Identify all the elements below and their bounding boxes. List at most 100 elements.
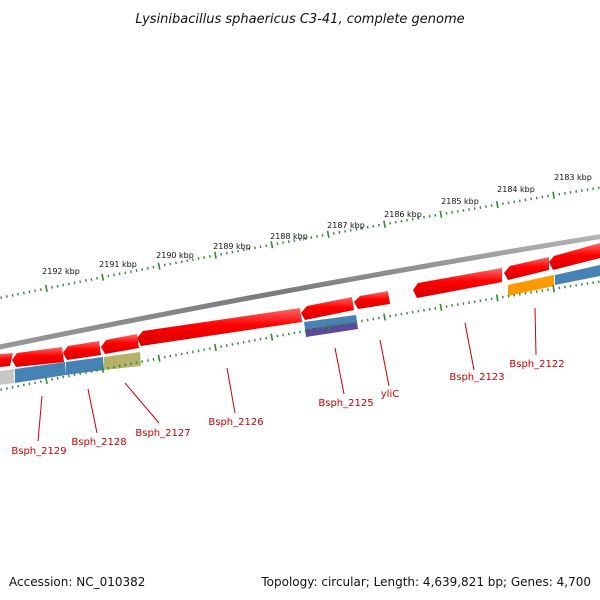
major-tick: [383, 313, 386, 321]
scale-label-2188: 2188 kbp: [270, 232, 308, 241]
major-tick: [44, 376, 48, 385]
summary-text: Topology: circular; Length: 4,639,821 bp…: [260, 575, 591, 589]
feature-track: [0, 265, 600, 385]
major-tick: [326, 323, 330, 331]
gene-label-bsph-2128[interactable]: Bsph_2128: [71, 437, 126, 448]
map-title: Lysinibacillus sphaericus C3-41, complet…: [135, 12, 464, 27]
major-tick: [157, 262, 161, 270]
minor-tick: [11, 293, 14, 297]
feature-block-orange[interactable]: [508, 275, 554, 296]
minor-tick: [28, 382, 31, 386]
cds-arrow[interactable]: [354, 291, 390, 309]
feature-block-blue[interactable]: [66, 357, 104, 375]
gene-label-ylic[interactable]: yliC: [381, 389, 399, 400]
minor-tick: [135, 269, 138, 272]
gene-label-bsph-2126[interactable]: Bsph_2126: [208, 417, 263, 428]
minor-tick: [462, 209, 465, 212]
minor-tick: [152, 265, 155, 269]
accession-text: Accession: NC_010382: [9, 575, 145, 589]
minor-tick: [34, 381, 36, 385]
minor-tick: [169, 354, 172, 358]
minor-tick: [90, 370, 93, 373]
cds-arrow[interactable]: [549, 243, 600, 270]
cds-arrow[interactable]: [413, 268, 502, 298]
minor-tick: [28, 290, 31, 294]
minor-tick: [355, 320, 358, 324]
major-tick: [270, 333, 274, 341]
cds-arrow[interactable]: [101, 334, 139, 354]
minor-tick: [146, 359, 149, 362]
minor-tick: [248, 339, 251, 343]
minor-tick: [186, 259, 189, 263]
gene-label-bsph-2122[interactable]: Bsph_2122: [509, 359, 564, 370]
cds-arrow[interactable]: [301, 297, 354, 320]
minor-tick: [417, 216, 420, 220]
cds-arrow[interactable]: [12, 347, 64, 367]
minor-tick: [287, 240, 290, 243]
feature-block-olive[interactable]: [104, 352, 141, 370]
minor-tick: [84, 371, 87, 374]
minor-tick: [107, 274, 110, 278]
scale-label-2189: 2189 kbp: [213, 242, 251, 251]
minor-tick: [248, 247, 251, 251]
cds-arrow[interactable]: [504, 257, 549, 280]
minor-tick: [68, 282, 70, 286]
minor-tick: [56, 284, 59, 288]
gene-leader-line: [226, 367, 236, 414]
gene-leader-line: [464, 322, 475, 371]
minor-tick: [6, 387, 8, 390]
gene-leader-line: [334, 347, 345, 395]
scale-labels: 2183 kbp 2184 kbp 2185 kbp 2186 kbp 2187…: [42, 173, 592, 276]
minor-tick: [17, 292, 20, 296]
feature-block-purple[interactable]: [305, 322, 358, 337]
feature-block-blue[interactable]: [304, 315, 357, 329]
cds-arrow[interactable]: [63, 341, 101, 360]
gene-label-bsph-2123[interactable]: Bsph_2123: [449, 372, 504, 383]
minor-tick: [180, 352, 183, 356]
minor-tick: [462, 302, 465, 305]
inner-scale-ticks: [0, 280, 600, 392]
scale-label-2186: 2186 kbp: [384, 210, 422, 219]
minor-tick: [203, 256, 206, 259]
minor-tick: [231, 250, 234, 254]
scale-label-2183: 2183 kbp: [554, 173, 592, 182]
major-tick: [270, 241, 274, 249]
minor-tick: [231, 343, 234, 346]
minor-tick: [276, 242, 279, 246]
minor-tick: [163, 263, 166, 267]
major-tick: [383, 220, 386, 228]
outer-scale-ticks: [0, 186, 600, 300]
gene-label-bsph-2127[interactable]: Bsph_2127: [135, 428, 190, 439]
minor-tick: [242, 340, 245, 344]
minor-tick: [242, 248, 245, 252]
minor-tick: [304, 237, 307, 240]
minor-tick: [366, 318, 369, 322]
gene-label-bsph-2125[interactable]: Bsph_2125: [318, 398, 373, 409]
feature-block-blue[interactable]: [15, 362, 66, 383]
minor-tick: [310, 236, 313, 239]
major-tick: [101, 273, 105, 281]
feature-block-gray[interactable]: [0, 369, 14, 385]
gene-leader-line: [37, 395, 43, 442]
minor-tick: [73, 373, 76, 377]
cds-arrow[interactable]: [137, 308, 302, 346]
minor-tick: [141, 360, 144, 363]
minor-tick: [338, 323, 341, 327]
minor-tick: [152, 357, 155, 361]
minor-tick: [524, 198, 527, 202]
cds-arrow[interactable]: [0, 353, 13, 367]
minor-tick: [400, 219, 403, 223]
minor-tick: [107, 366, 110, 370]
minor-tick: [39, 380, 42, 384]
gene-label-bsph-2129[interactable]: Bsph_2129: [11, 446, 66, 457]
minor-tick: [197, 257, 200, 260]
major-tick: [157, 354, 161, 362]
minor-tick: [62, 375, 65, 379]
minor-tick: [22, 383, 25, 387]
major-tick: [101, 365, 105, 373]
minor-tick: [118, 364, 121, 368]
major-tick: [326, 230, 330, 238]
feature-block-blue[interactable]: [555, 265, 600, 285]
minor-tick: [338, 230, 341, 234]
major-tick: [495, 294, 499, 302]
